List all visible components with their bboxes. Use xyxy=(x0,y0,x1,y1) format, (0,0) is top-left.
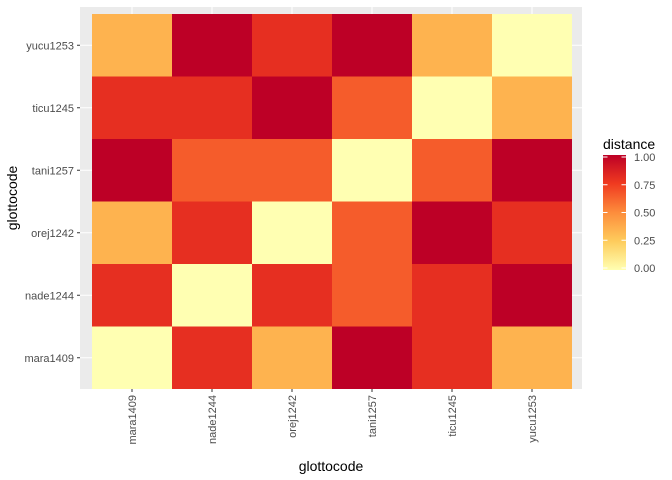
heatmap-cell xyxy=(172,76,252,139)
y-tick-label: yucu1253 xyxy=(26,40,74,52)
x-tick-label: orej1242 xyxy=(287,395,299,438)
x-tick-label: yucu1253 xyxy=(527,395,539,443)
heatmap-cell xyxy=(332,326,412,389)
heatmap-cell xyxy=(92,76,172,139)
legend-ticks: 0.00 0.25 0.50 0.75 1.00 xyxy=(603,152,655,275)
heatmap-cell xyxy=(252,139,332,202)
heatmap-cell xyxy=(172,264,252,327)
heatmap-cell xyxy=(172,326,252,389)
y-tick-label: orej1242 xyxy=(31,228,74,240)
heatmap-cell xyxy=(492,264,572,327)
heatmap-cell xyxy=(492,139,572,202)
legend-tick-label: 0.00 xyxy=(634,263,655,275)
heatmap-cell xyxy=(92,326,172,389)
y-tick-label: tani1257 xyxy=(32,165,74,177)
heatmap-cell xyxy=(332,139,412,202)
x-tick-label: tani1257 xyxy=(367,395,379,437)
heatmap-cell xyxy=(412,76,492,139)
legend-title: distance xyxy=(603,136,655,152)
heatmap-cell xyxy=(252,326,332,389)
heatmap-cell xyxy=(412,326,492,389)
legend-tick-label: 0.50 xyxy=(634,208,655,220)
heatmap-cell xyxy=(492,14,572,77)
heatmap-cell xyxy=(412,139,492,202)
heatmap-cell xyxy=(412,14,492,77)
heatmap-cell xyxy=(92,201,172,264)
x-tick-label: ticu1245 xyxy=(447,395,459,437)
x-axis-ticks: mara1409 nade1244 orej1242 tani1257 ticu1245… xyxy=(127,389,539,445)
heatmap-cell xyxy=(172,14,252,77)
y-tick-label: nade1244 xyxy=(25,290,74,302)
y-axis-ticks: mara1409 nade1244 orej1242 tani1257 ticu1245… xyxy=(24,40,80,365)
heatmap-cell xyxy=(92,14,172,77)
heatmap-cell xyxy=(92,264,172,327)
heatmap-cell xyxy=(492,76,572,139)
legend: distance 0.00 0.25 0.50 0.75 1.00 xyxy=(603,136,655,275)
heatmap-cell xyxy=(252,264,332,327)
x-axis-title: glottocode xyxy=(299,458,364,474)
heatmap-cell xyxy=(492,326,572,389)
heatmap-cell xyxy=(492,201,572,264)
heatmap-cell xyxy=(252,201,332,264)
heatmap-cell xyxy=(252,14,332,77)
legend-tick-label: 0.25 xyxy=(634,235,655,247)
heatmap-cell xyxy=(332,14,412,77)
heatmap-cell xyxy=(412,201,492,264)
legend-tick-label: 0.75 xyxy=(634,180,655,192)
heatmap-cells xyxy=(92,14,572,389)
x-tick-label: mara1409 xyxy=(127,395,139,445)
heatmap-cell xyxy=(252,76,332,139)
heatmap-cell xyxy=(332,76,412,139)
legend-tick-label: 1.00 xyxy=(634,152,655,164)
legend-colorbar xyxy=(603,155,626,270)
y-axis-title: glottocode xyxy=(4,165,20,230)
heatmap-cell xyxy=(332,264,412,327)
heatmap-cell xyxy=(172,201,252,264)
heatmap-cell xyxy=(172,139,252,202)
heatmap-cell xyxy=(332,201,412,264)
y-tick-label: ticu1245 xyxy=(32,103,74,115)
heatmap-cell xyxy=(92,139,172,202)
y-tick-label: mara1409 xyxy=(24,353,74,365)
x-tick-label: nade1244 xyxy=(207,395,219,444)
heatmap-cell xyxy=(412,264,492,327)
